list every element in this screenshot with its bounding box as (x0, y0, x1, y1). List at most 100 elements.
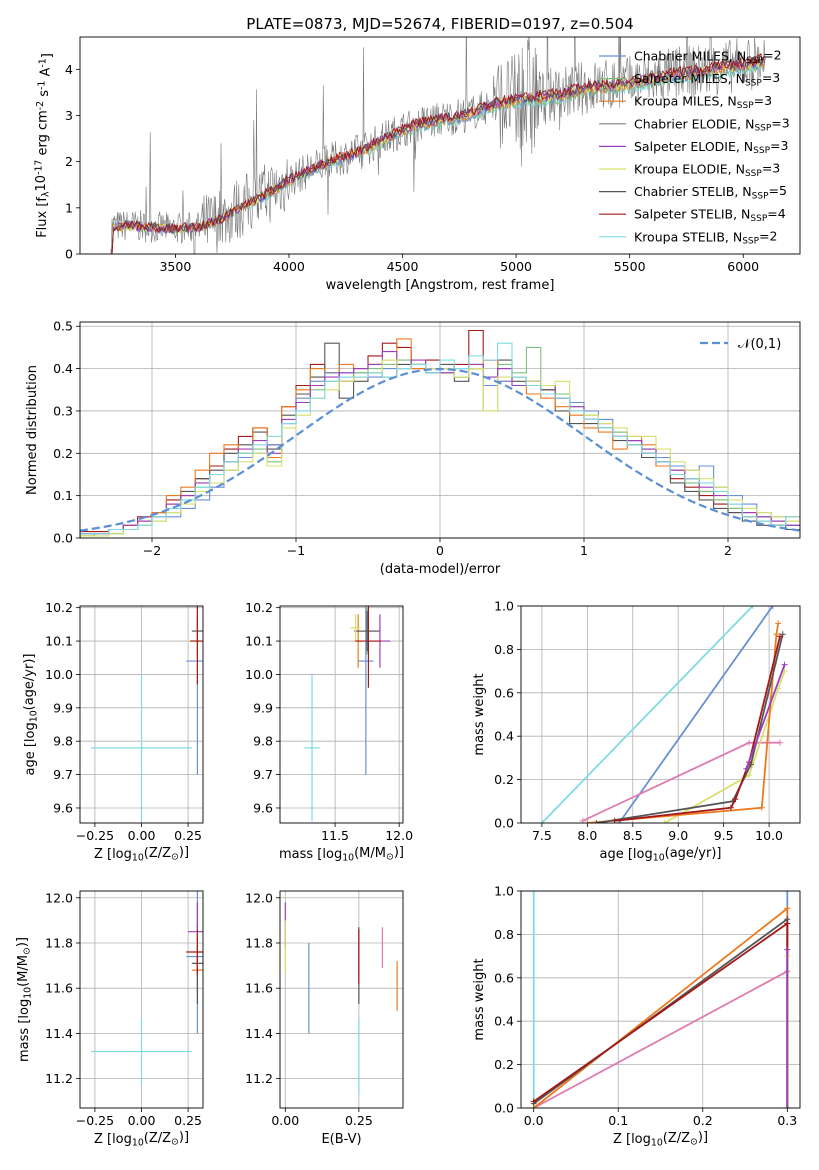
axes-frame (520, 890, 801, 1109)
y-tick-label: 0.4 (494, 1014, 514, 1029)
cumulative-line (533, 917, 789, 1108)
y-tick-label: 10.2 (45, 600, 73, 615)
y-tick-label: 10.2 (245, 600, 273, 615)
y-tick-label: 2 (65, 154, 73, 169)
x-tick-label: 0.3 (777, 1113, 797, 1128)
cumulative-line (541, 606, 754, 823)
legend-label: Kroupa ELODIE, NSSP=3 (634, 161, 780, 179)
y-tick-label: 0.8 (494, 642, 514, 657)
cumulative-marker (530, 891, 537, 894)
axes-frame (279, 890, 404, 1109)
z-age-axes: −0.25 0.00 0.25 9.6 9.7 9.8 9.9 10.0 10.1 10.2 Z [… (22, 600, 204, 863)
x-tick-label: 4500 (387, 259, 419, 274)
y-tick-label: 0.5 (53, 319, 73, 334)
mass-age-points (304, 606, 391, 822)
x-tick-label: 3500 (159, 259, 191, 274)
y-tick-label: 10.0 (45, 667, 73, 682)
y-tick-label: 0.2 (494, 1057, 514, 1072)
cumulative-line (745, 664, 786, 770)
x-tick-label: 11.5 (321, 828, 349, 843)
x-tick-label: 7.5 (532, 828, 552, 843)
x-axis-label: Z [log10(Z/Z⊙)] (613, 1130, 708, 1148)
legend-label: Kroupa MILES, NSSP=3 (634, 93, 772, 111)
ebv-mass-points (284, 902, 398, 1095)
x-tick-label: 9.5 (714, 828, 734, 843)
histogram-step (80, 342, 800, 538)
x-tick-label: −0.25 (76, 1113, 114, 1128)
y-axis-label: age [log10(age/yr)] (22, 654, 39, 776)
y-tick-label: 10.1 (245, 634, 273, 649)
y-tick-label: 4 (65, 62, 73, 77)
x-tick-label: 0 (436, 543, 444, 558)
age-cumulative-lines (538, 606, 788, 823)
age-cumulative-axes: 7.5 8.0 8.5 9.0 9.5 10.0 0.0 0.2 0.4 0.6 0.8 1.0 age… (472, 599, 801, 863)
cumulative-marker (784, 946, 791, 953)
x-tick-label: 1 (580, 543, 588, 558)
legend-label: Salpeter STELIB, NSSP=4 (634, 206, 786, 224)
model-line-kroupa-elodie (110, 56, 765, 254)
y-axis-label: mass weight (472, 958, 487, 1040)
cumulative-marker (530, 1098, 537, 1105)
cumulative-line (587, 623, 780, 823)
cumulative-marker (584, 820, 591, 823)
cumulative-line (596, 633, 784, 823)
axes-frame (79, 36, 801, 255)
cumulative-marker (784, 905, 791, 912)
x-tick-label: 0.1 (608, 1113, 628, 1128)
x-axis-label: (data-model)/error (380, 562, 501, 577)
cumulative-marker (593, 820, 600, 823)
cumulative-marker (746, 739, 753, 746)
y-tick-label: 1.0 (494, 599, 514, 614)
y-tick-label: 12.0 (245, 890, 273, 905)
cumulative-line (533, 906, 789, 1108)
y-axis-label: mass weight (472, 673, 487, 755)
x-tick-label: 0.0 (524, 1113, 544, 1128)
figure-title: PLATE=0873, MJD=52674, FIBERID=0197, z=0… (246, 15, 633, 33)
y-tick-label: 0.0 (53, 531, 73, 546)
x-tick-label: 0.00 (128, 1113, 156, 1128)
x-tick-label: 0.25 (345, 1113, 373, 1128)
z-cumulative-lines (530, 891, 791, 1108)
cumulative-marker (775, 620, 782, 627)
x-tick-label: 0.25 (174, 1113, 202, 1128)
cumulative-marker (661, 820, 668, 823)
z-age-points (91, 606, 203, 822)
y-tick-label: 0.1 (53, 488, 73, 503)
y-tick-label: 11.2 (45, 1071, 73, 1086)
x-tick-label: 12.0 (385, 828, 413, 843)
y-tick-label: 0.6 (494, 685, 514, 700)
model-line-chabrier-stelib (110, 57, 766, 254)
x-tick-label: 6000 (727, 259, 759, 274)
cumulative-line (533, 969, 789, 1108)
axes-frame (79, 321, 801, 539)
cumulative-marker (749, 606, 756, 609)
x-axis-label: age [log10(age/yr)] (600, 846, 722, 863)
x-tick-label: 5500 (614, 259, 646, 274)
y-tick-label: 0.6 (494, 970, 514, 985)
y-tick-label: 1.0 (494, 884, 514, 899)
x-tick-label: 5000 (500, 259, 532, 274)
x-tick-label: 0.2 (693, 1113, 713, 1128)
x-tick-label: −0.25 (76, 828, 114, 843)
x-tick-label: 4000 (273, 259, 305, 274)
legend-label: Salpeter MILES, NSSP=3 (634, 70, 780, 88)
legend-label: Chabrier MILES, NSSP=2 (634, 48, 782, 66)
axes-frame (279, 605, 404, 824)
legend-label: Chabrier ELODIE, NSSP=3 (634, 115, 790, 133)
cumulative-marker (538, 820, 545, 823)
x-tick-label: −2 (143, 543, 161, 558)
cumulative-marker (773, 631, 780, 638)
x-tick-label: 0.00 (271, 1113, 299, 1128)
gaussian-curve (80, 367, 800, 532)
y-tick-label: 11.4 (45, 1026, 73, 1041)
y-tick-label: 9.8 (53, 734, 73, 749)
y-tick-label: 9.7 (253, 767, 273, 782)
y-tick-label: 9.9 (253, 700, 273, 715)
cumulative-marker (769, 606, 776, 609)
y-tick-label: 11.8 (45, 935, 73, 950)
x-axis-label: E(B-V) (321, 1132, 361, 1147)
y-axis-label: Normed distribution (25, 365, 40, 495)
legend-label: Kroupa STELIB, NSSP=2 (634, 228, 778, 246)
y-tick-label: 0.2 (53, 446, 73, 461)
